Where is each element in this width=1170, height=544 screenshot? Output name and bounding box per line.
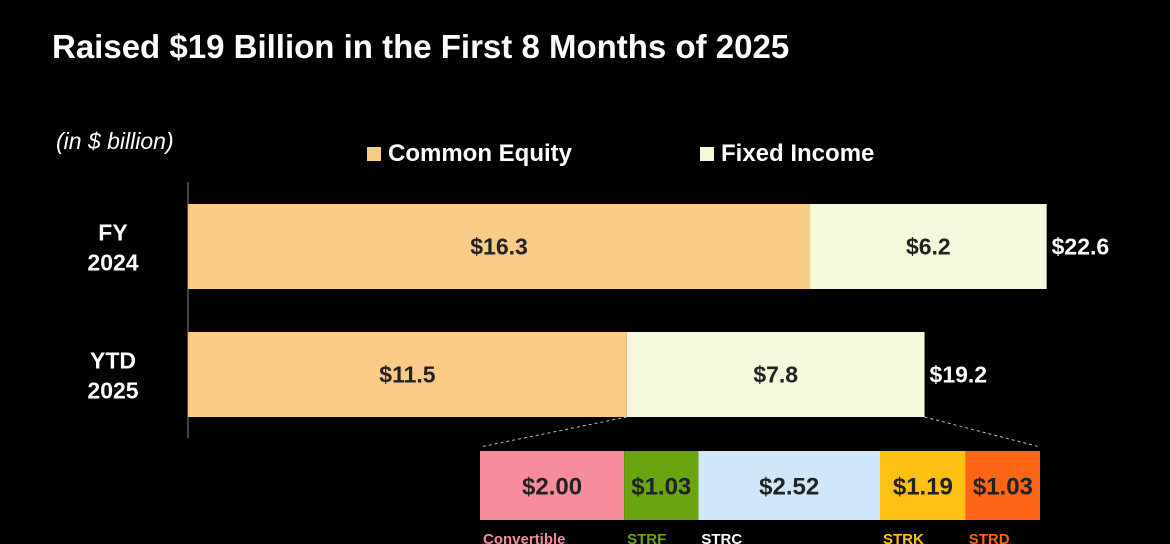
category-label-1: YTD 2025 [87, 348, 138, 404]
total-label-0: $22.6 [1052, 234, 1110, 260]
bar-0-series-0 [188, 204, 811, 289]
breakdown-label-strk: $1.19 [893, 474, 953, 501]
legend-label-common-equity: Common Equity [388, 140, 572, 167]
breakdown-label-strc: $2.52 [759, 474, 819, 501]
legend-swatch-fixed-income [700, 147, 714, 161]
breakdown-bar-strc [698, 451, 880, 520]
legend-swatch-common-equity [367, 147, 381, 161]
bar-label-0-series-1: $6.2 [906, 234, 951, 260]
breakdown-name-strc: STRC [701, 531, 742, 544]
connector-right [924, 416, 1041, 448]
breakdown-bar-strf [624, 451, 699, 520]
breakdown-bar-strk [880, 451, 966, 520]
legend-label-fixed-income: Fixed Income [721, 140, 875, 167]
legend-fixed-income: Fixed Income [700, 140, 874, 168]
bar-1-series-0 [188, 332, 627, 417]
total-label-1: $19.2 [930, 362, 988, 388]
breakdown-label-strd: $1.03 [973, 474, 1033, 501]
breakdown-name-strk: STRK [883, 531, 924, 544]
breakdown-bar-strd [965, 451, 1040, 520]
breakdown-name-convertible: Convertible [483, 531, 566, 544]
bar-label-1-series-0: $11.5 [379, 362, 435, 388]
breakdown-label-strf: $1.03 [631, 474, 691, 501]
category-label-0: FY 2024 [87, 220, 138, 276]
legend-common-equity: Common Equity [367, 140, 572, 168]
breakdown-bar-convertible [480, 451, 625, 520]
page-title: Raised $19 Billion in the First 8 Months… [52, 28, 790, 65]
unit-note: (in $ billion) [56, 128, 174, 154]
bar-0-series-1 [810, 204, 1047, 289]
bar-label-0-series-0: $16.3 [470, 234, 528, 260]
breakdown-label-convertible: $2.00 [522, 474, 582, 501]
connector-left [479, 416, 627, 448]
breakdown-name-strd: STRD [969, 531, 1010, 544]
breakdown-name-strf: STRF [627, 531, 666, 544]
bar-1-series-1 [626, 332, 925, 417]
bar-label-1-series-1: $7.8 [753, 362, 798, 388]
